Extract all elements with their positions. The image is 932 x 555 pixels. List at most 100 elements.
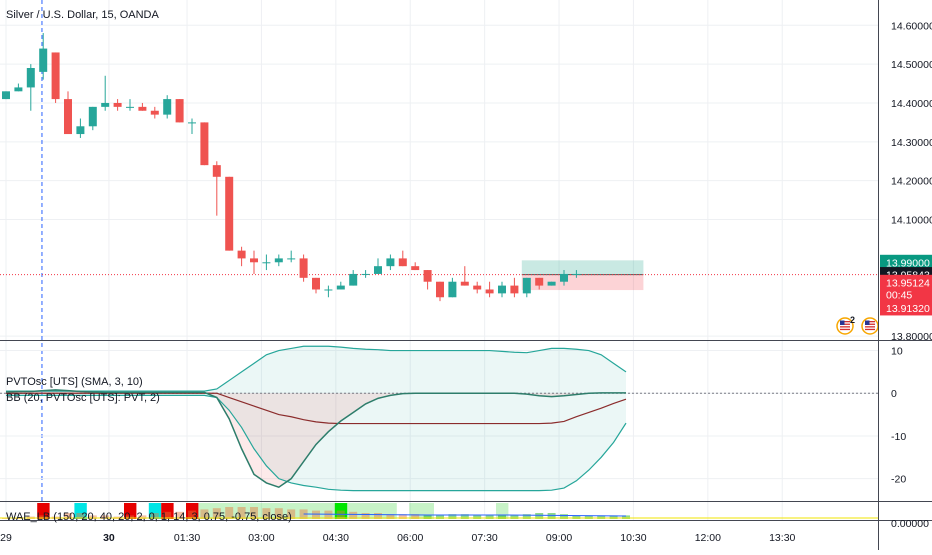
wae-bar[interactable] (386, 514, 395, 519)
candle-body[interactable] (411, 266, 420, 271)
wae-bar[interactable] (64, 513, 72, 519)
candle-body[interactable] (312, 277, 320, 290)
candle-body[interactable] (237, 250, 246, 259)
candle-body[interactable] (101, 102, 110, 107)
wae-bar[interactable] (262, 508, 271, 519)
wae-bar[interactable] (150, 513, 159, 519)
candle-body[interactable] (485, 289, 494, 294)
wae-bar[interactable] (324, 510, 333, 519)
wae-bar[interactable] (448, 514, 457, 519)
candle-body[interactable] (26, 68, 35, 88)
candle-body[interactable] (175, 99, 184, 123)
candle-body[interactable] (126, 106, 134, 108)
wae-bar[interactable] (237, 507, 246, 519)
candle-body[interactable] (498, 285, 506, 294)
wae-bar[interactable] (163, 511, 172, 519)
wae-bar[interactable] (547, 513, 556, 519)
candle-body[interactable] (510, 285, 519, 294)
candle-body[interactable] (460, 281, 469, 286)
candle-body[interactable] (324, 289, 333, 291)
wae-bar[interactable] (274, 508, 283, 519)
candle-body[interactable] (535, 277, 544, 286)
candle-body[interactable] (163, 99, 172, 115)
wae-bar[interactable] (126, 515, 134, 519)
candle-body[interactable] (262, 262, 271, 264)
candle-body[interactable] (113, 102, 122, 107)
wae-bar[interactable] (225, 507, 234, 519)
candle-body[interactable] (188, 122, 196, 124)
candle-body[interactable] (51, 52, 60, 100)
wae-bar[interactable] (175, 511, 184, 519)
wae-bar[interactable] (349, 511, 358, 519)
wae-bar[interactable] (411, 514, 420, 519)
price-pane[interactable]: 2 (0, 33, 879, 335)
wae-bar[interactable] (361, 513, 370, 519)
candle-body[interactable] (349, 273, 358, 286)
candle-body[interactable] (299, 258, 308, 278)
wae-bar[interactable] (498, 515, 506, 519)
candle-body[interactable] (522, 277, 531, 294)
wae-bar[interactable] (287, 509, 296, 519)
wae-bar[interactable] (212, 508, 221, 519)
position-target-zone[interactable] (521, 260, 644, 275)
wae-bar[interactable] (609, 515, 618, 519)
wae-bar[interactable] (473, 515, 482, 519)
pvt-oscillator-line[interactable] (5, 389, 626, 489)
candle-body[interactable] (436, 281, 444, 298)
candle-body[interactable] (212, 165, 221, 177)
position-stop-zone[interactable] (521, 274, 644, 291)
wae-bar[interactable] (312, 510, 320, 519)
bb-lower-line[interactable] (6, 394, 627, 492)
candle-body[interactable] (76, 126, 85, 135)
wae-bar[interactable] (200, 509, 209, 519)
wae-bar[interactable] (535, 513, 544, 519)
candle-body[interactable] (39, 48, 48, 72)
wae-bar[interactable] (597, 515, 606, 519)
wae-bar[interactable] (398, 514, 407, 519)
wae-bar[interactable] (101, 515, 110, 519)
us-flag-event-icon[interactable] (861, 317, 879, 335)
wae-bar[interactable] (560, 514, 568, 519)
candle-body[interactable] (560, 273, 568, 282)
wae-bar[interactable] (522, 514, 531, 519)
wae-bar[interactable] (485, 515, 494, 519)
candle-body[interactable] (150, 110, 159, 115)
wae-bar[interactable] (622, 515, 630, 519)
wae-bar[interactable] (374, 513, 382, 519)
wae-bar[interactable] (88, 515, 97, 519)
wae-bar[interactable] (138, 515, 147, 519)
candle-body[interactable] (64, 99, 72, 135)
candle-body[interactable] (88, 106, 97, 127)
candle-body[interactable] (250, 258, 258, 263)
wae-bar[interactable] (250, 507, 258, 519)
candle-body[interactable] (398, 258, 407, 267)
wae-bar[interactable] (510, 515, 519, 519)
candle-body[interactable] (386, 258, 395, 267)
candle-body[interactable] (423, 270, 432, 282)
bb-basis-line[interactable] (6, 392, 627, 425)
wae-bar[interactable] (436, 515, 444, 519)
wae-bar[interactable] (460, 514, 469, 519)
candle-body[interactable] (361, 273, 370, 275)
candle-body[interactable] (2, 91, 10, 100)
wae-bar[interactable] (423, 515, 432, 519)
wae-pane[interactable] (0, 503, 878, 519)
candle-body[interactable] (200, 122, 209, 166)
candle-body[interactable] (547, 281, 556, 286)
candle-body[interactable] (14, 87, 23, 92)
candle-body[interactable] (448, 281, 457, 298)
candle-body[interactable] (336, 285, 345, 290)
us-flag-event-icon[interactable] (836, 317, 854, 335)
candle-body[interactable] (473, 285, 482, 290)
candle-body[interactable] (287, 258, 296, 260)
bb-upper-line[interactable] (6, 345, 627, 392)
candle-body[interactable] (374, 266, 382, 274)
wae-bar[interactable] (39, 515, 48, 519)
wae-bar[interactable] (76, 513, 85, 519)
wae-bar[interactable] (188, 510, 196, 519)
candle-body[interactable] (138, 106, 147, 111)
candle-body[interactable] (572, 273, 581, 275)
pvt-oscillator-pane[interactable] (0, 345, 878, 492)
candle-body[interactable] (274, 258, 283, 263)
candle-body[interactable] (225, 176, 234, 251)
